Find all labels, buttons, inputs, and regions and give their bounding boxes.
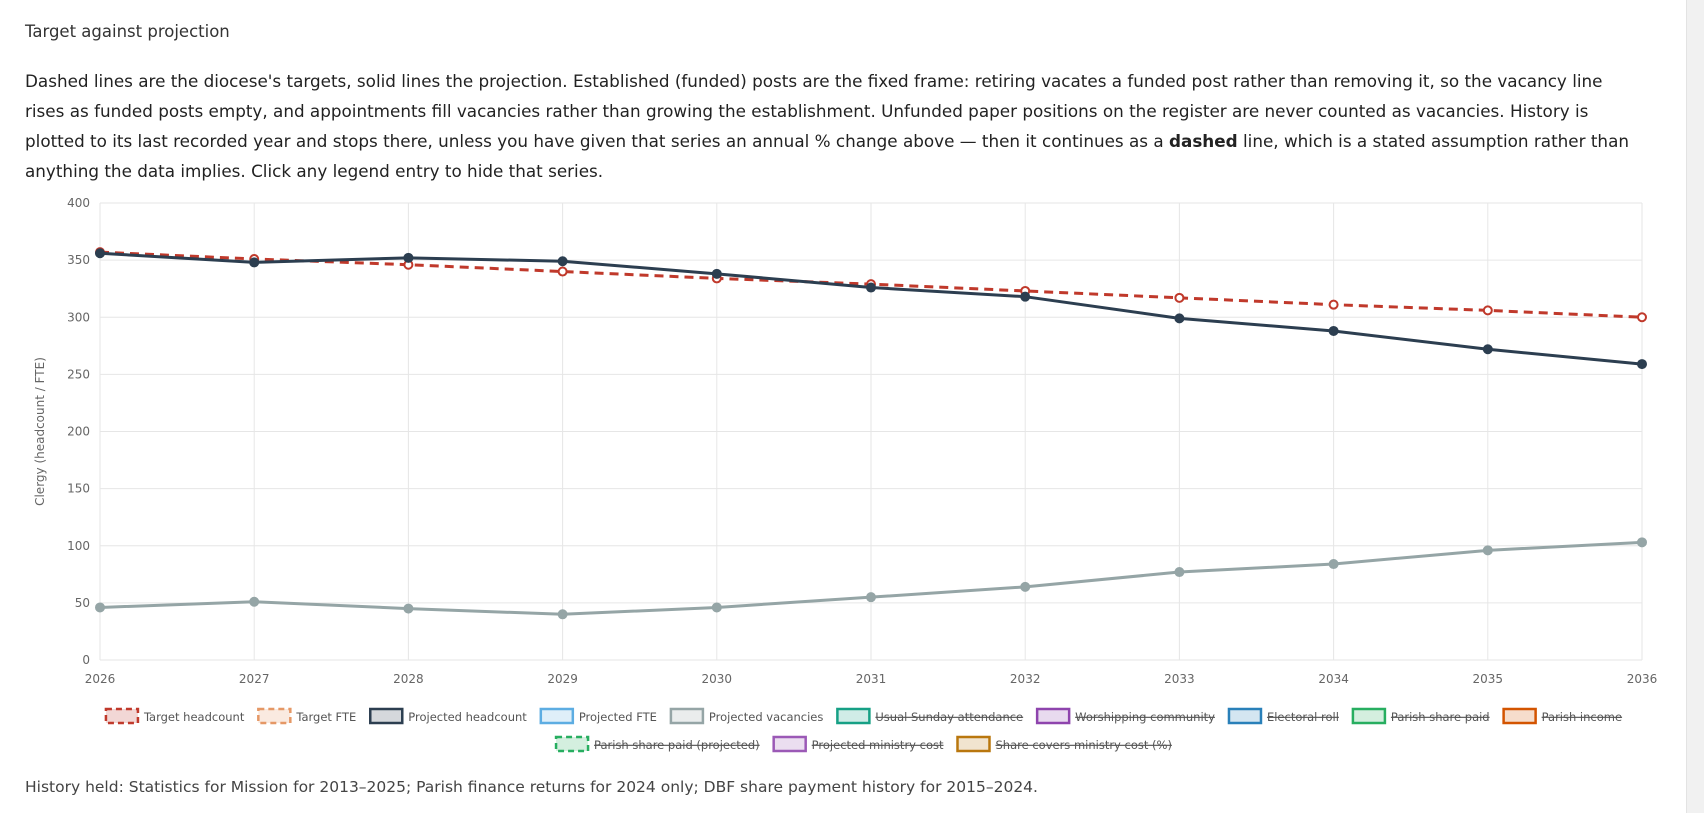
point — [557, 256, 568, 267]
point — [403, 603, 414, 614]
y-tick-label: 300 — [67, 310, 90, 324]
point — [866, 592, 876, 603]
text: Dashed lines are the diocese's targets, … — [25, 71, 1603, 151]
point — [1328, 299, 1339, 310]
point — [1020, 291, 1031, 302]
x-tick-label: 2034 — [1318, 672, 1349, 686]
legend-swatch — [104, 707, 140, 725]
legend-swatch — [956, 735, 991, 753]
x-tick-label: 2036 — [1627, 672, 1658, 686]
point — [249, 596, 260, 607]
point — [1328, 559, 1339, 570]
y-tick-label: 350 — [67, 253, 90, 267]
legend-item[interactable]: Projected FTE — [539, 707, 657, 725]
description: Dashed lines are the diocese's targets, … — [25, 66, 1635, 186]
point — [1174, 292, 1185, 303]
point — [1637, 359, 1647, 370]
x-tick-label: 2028 — [393, 672, 424, 686]
point — [1637, 537, 1647, 548]
y-tick-label: 100 — [67, 539, 90, 553]
point — [557, 266, 568, 277]
legend-label: Parish income — [1542, 710, 1622, 724]
scrollbar — [1686, 0, 1704, 813]
legend-label: Projected vacancies — [709, 710, 823, 724]
point — [1174, 567, 1185, 578]
point — [1637, 312, 1647, 323]
legend-swatch — [369, 707, 404, 725]
legend-item[interactable]: Parish share paid — [1351, 707, 1490, 725]
y-tick-label: 200 — [67, 425, 90, 439]
legend-swatch — [669, 707, 705, 725]
legend-item[interactable]: Projected ministry cost — [772, 735, 944, 753]
bold-text: dashed — [1168, 131, 1238, 151]
legend-label: Projected ministry cost — [812, 738, 944, 752]
legend-label: Electoral roll — [1267, 710, 1339, 724]
x-tick-label: 2031 — [856, 672, 887, 686]
legend-label: Parish share paid (projected) — [594, 738, 760, 752]
point — [1328, 325, 1339, 336]
legend-label: Target FTE — [295, 710, 356, 724]
legend-swatch — [1035, 707, 1071, 725]
point — [1174, 313, 1185, 324]
x-tick-label: 2035 — [1473, 672, 1504, 686]
x-tick-label: 2027 — [239, 672, 270, 686]
legend-item[interactable]: Target FTE — [257, 707, 356, 725]
x-tick-label: 2033 — [1164, 672, 1195, 686]
legend-item[interactable]: Projected headcount — [369, 707, 527, 725]
legend-item[interactable]: Share covers ministry cost (%) — [956, 735, 1172, 753]
legend-swatch — [1227, 707, 1263, 725]
x-tick-label: 2026 — [85, 672, 116, 686]
y-tick-label: 150 — [67, 482, 90, 496]
y-tick-label: 400 — [67, 196, 90, 210]
y-tick-label: 250 — [67, 367, 90, 381]
legend-item[interactable]: Usual Sunday attendance — [836, 707, 1023, 725]
point — [95, 602, 105, 613]
y-tick-label: 0 — [82, 653, 90, 667]
legend-swatch — [772, 735, 807, 753]
point — [1482, 344, 1493, 355]
point — [1482, 545, 1493, 556]
legend-swatch — [539, 707, 575, 725]
legend-swatch — [836, 707, 871, 725]
legend-swatch — [554, 735, 590, 753]
section-title: Target against projection — [25, 22, 230, 41]
legend-swatch — [1502, 707, 1537, 725]
legend-label: Projected FTE — [579, 710, 657, 724]
y-tick-label: 50 — [75, 596, 90, 610]
legend-item[interactable]: Worshipping community — [1035, 707, 1215, 725]
legend-item[interactable]: Parish share paid (projected) — [554, 735, 760, 753]
point — [95, 248, 105, 259]
legend-label: Parish share paid — [1391, 710, 1490, 724]
x-tick-label: 2032 — [1010, 672, 1041, 686]
footer-note: History held: Statistics for Mission for… — [25, 778, 1038, 796]
point — [249, 257, 260, 268]
legend-item[interactable]: Electoral roll — [1227, 707, 1339, 725]
point — [1020, 581, 1031, 592]
legend-swatch — [257, 707, 292, 725]
point — [403, 252, 414, 263]
legend-swatch — [1351, 707, 1387, 725]
legend-label: Usual Sunday attendance — [875, 710, 1023, 724]
y-axis-title: Clergy (headcount / FTE) — [33, 357, 47, 506]
x-tick-label: 2030 — [702, 672, 733, 686]
legend-item[interactable]: Parish income — [1502, 707, 1622, 725]
point — [557, 609, 568, 620]
point — [866, 282, 876, 293]
legend-item[interactable]: Target headcount — [104, 707, 245, 725]
legend-label: Worshipping community — [1075, 710, 1215, 724]
legend-label: Target headcount — [143, 710, 245, 724]
point — [1482, 305, 1493, 316]
point — [711, 602, 722, 613]
legend-label: Projected headcount — [408, 710, 527, 724]
x-tick-label: 2029 — [547, 672, 578, 686]
text: line, which is a stated assumption rathe… — [25, 131, 1629, 181]
legend-item[interactable]: Projected vacancies — [669, 707, 823, 725]
point — [711, 268, 722, 279]
legend-label: Share covers ministry cost (%) — [995, 738, 1171, 752]
